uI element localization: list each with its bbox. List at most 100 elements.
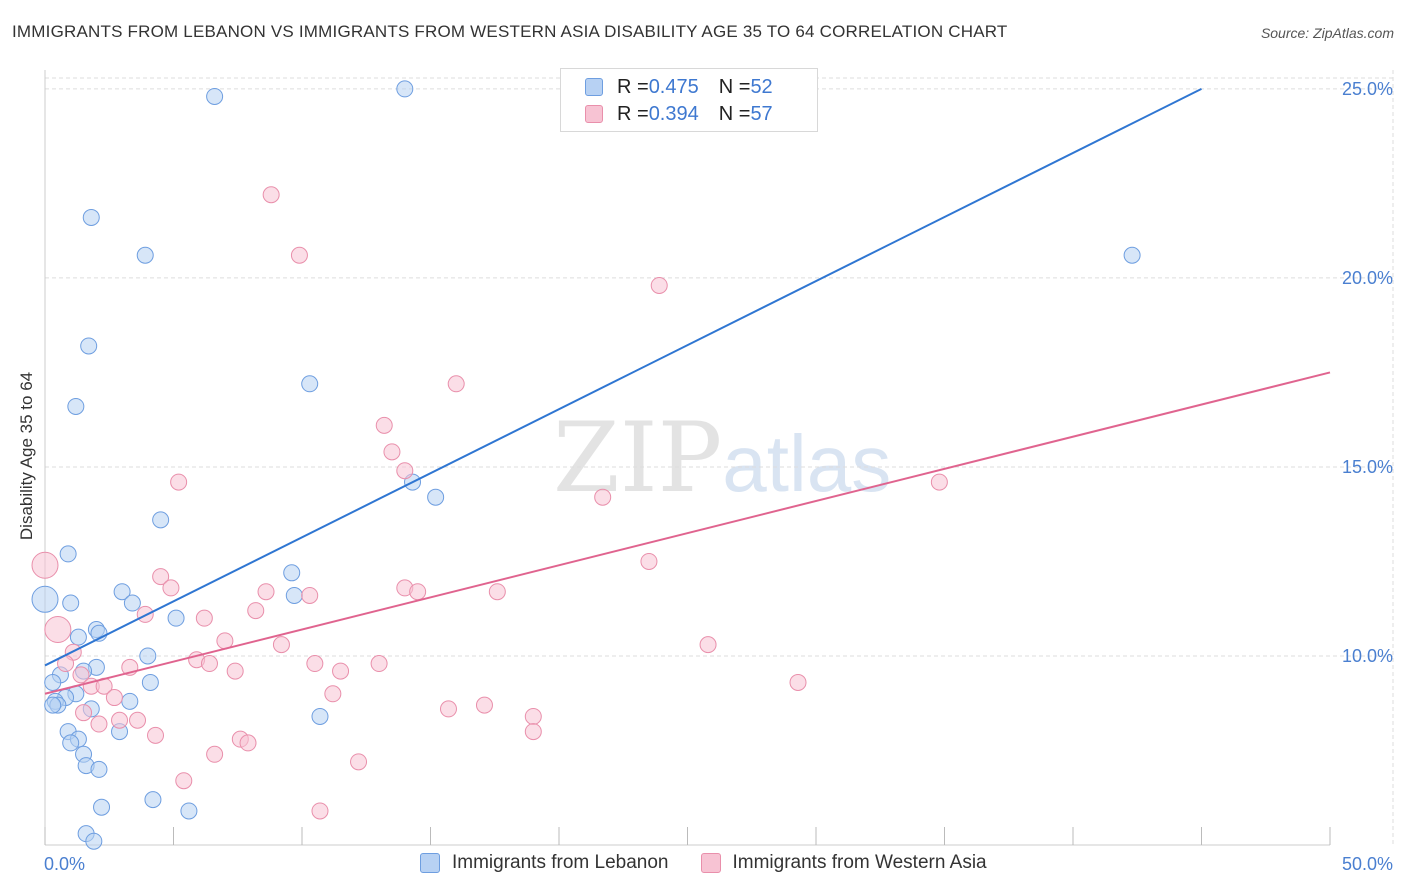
point-western-asia bbox=[524, 723, 542, 741]
point-western-asia bbox=[306, 655, 324, 673]
point-lebanon bbox=[301, 375, 319, 393]
x-tick-label: 0.0% bbox=[44, 854, 85, 874]
point-western-asia bbox=[640, 552, 658, 570]
point-lebanon bbox=[144, 791, 162, 809]
point-western-asia bbox=[301, 586, 319, 604]
point-lebanon bbox=[136, 246, 154, 264]
point-lebanon bbox=[113, 583, 131, 601]
legend-row-western-asia: R = 0.394 N = 57 bbox=[585, 103, 773, 125]
watermark-zip: ZIP bbox=[553, 402, 723, 514]
point-lebanon bbox=[152, 511, 170, 529]
point-lebanon bbox=[62, 734, 80, 752]
point-western-asia bbox=[375, 416, 393, 434]
y-tick-label: 15.0% bbox=[1342, 457, 1393, 477]
point-western-asia bbox=[105, 689, 123, 707]
point-western-asia bbox=[175, 772, 193, 790]
point-western-asia bbox=[75, 704, 93, 722]
points-layer bbox=[31, 80, 1141, 850]
series-label-lebanon: Immigrants from Lebanon bbox=[452, 852, 669, 873]
point-western-asia bbox=[206, 745, 224, 763]
point-lebanon bbox=[283, 564, 301, 582]
x-tick-label: 50.0% bbox=[1342, 854, 1393, 874]
point-western-asia bbox=[475, 696, 493, 714]
point-lebanon bbox=[93, 798, 111, 816]
point-western-asia bbox=[488, 583, 506, 601]
point-western-asia bbox=[226, 662, 244, 680]
point-western-asia bbox=[789, 673, 807, 691]
point-western-asia bbox=[195, 609, 213, 627]
watermark-atlas: atlas bbox=[722, 419, 892, 508]
point-lebanon bbox=[311, 707, 329, 725]
point-lebanon bbox=[206, 87, 224, 105]
point-western-asia bbox=[383, 443, 401, 461]
watermark: ZIPatlas bbox=[553, 402, 891, 514]
series-legend: Immigrants from Lebanon Immigrants from … bbox=[420, 852, 1019, 874]
legend-r-label: R = bbox=[617, 102, 649, 125]
point-western-asia bbox=[439, 700, 457, 718]
point-western-asia bbox=[324, 685, 342, 703]
point-lebanon bbox=[82, 208, 100, 226]
point-western-asia bbox=[930, 473, 948, 491]
point-lebanon bbox=[1123, 246, 1141, 264]
grid-layer bbox=[45, 70, 1395, 845]
trendline-lebanon bbox=[44, 88, 1202, 667]
point-western-asia bbox=[594, 488, 612, 506]
point-lebanon bbox=[31, 585, 59, 613]
series-swatch-pink bbox=[700, 853, 721, 873]
y-axis-label: Disability Age 35 to 64 bbox=[17, 372, 36, 540]
trendline-western-asia bbox=[44, 371, 1331, 695]
point-lebanon bbox=[69, 628, 87, 646]
point-western-asia bbox=[44, 616, 72, 644]
point-western-asia bbox=[162, 579, 180, 597]
point-western-asia bbox=[332, 662, 350, 680]
point-lebanon bbox=[85, 832, 103, 850]
correlation-legend: R = 0.475 N = 52 R = 0.394 N = 57 bbox=[560, 68, 818, 132]
point-western-asia bbox=[147, 726, 165, 744]
axes-layer bbox=[44, 70, 1331, 846]
legend-n-value: 57 bbox=[750, 102, 773, 125]
legend-row-lebanon: R = 0.475 N = 52 bbox=[585, 76, 773, 98]
point-western-asia bbox=[311, 802, 329, 820]
point-western-asia bbox=[350, 753, 368, 771]
y-tick-label: 25.0% bbox=[1342, 79, 1393, 99]
point-western-asia bbox=[262, 186, 280, 204]
legend-swatch-blue bbox=[585, 78, 603, 96]
point-western-asia bbox=[524, 707, 542, 725]
legend-r-label: R = bbox=[617, 75, 649, 98]
point-lebanon bbox=[141, 673, 159, 691]
labels-layer: 10.0% 15.0% 20.0% 25.0% 0.0% 50.0% Disability … bbox=[17, 79, 1393, 874]
series-swatch-blue bbox=[420, 853, 440, 873]
source-label: Source: ZipAtlas.com bbox=[1260, 25, 1394, 41]
point-western-asia bbox=[257, 583, 275, 601]
legend-r-value: 0.475 bbox=[648, 75, 699, 98]
point-lebanon bbox=[180, 802, 198, 820]
point-lebanon bbox=[396, 80, 414, 98]
point-lebanon bbox=[121, 692, 139, 710]
point-western-asia bbox=[152, 568, 170, 586]
point-western-asia bbox=[170, 473, 188, 491]
chart-title: IMMIGRANTS FROM LEBANON VS IMMIGRANTS FR… bbox=[12, 22, 1008, 41]
point-western-asia bbox=[239, 734, 257, 752]
point-lebanon bbox=[44, 696, 62, 714]
point-western-asia bbox=[396, 462, 414, 480]
point-lebanon bbox=[167, 609, 185, 627]
trend-layer bbox=[44, 88, 1331, 695]
point-lebanon bbox=[44, 673, 62, 691]
point-western-asia bbox=[247, 602, 265, 620]
series-label-western-asia: Immigrants from Western Asia bbox=[732, 852, 987, 873]
legend-n-label: N = bbox=[718, 75, 751, 98]
y-tick-label: 10.0% bbox=[1342, 646, 1393, 666]
legend-n-value: 52 bbox=[750, 75, 773, 98]
point-western-asia bbox=[650, 276, 668, 294]
point-western-asia bbox=[129, 711, 147, 729]
point-western-asia bbox=[31, 551, 59, 579]
point-western-asia bbox=[272, 636, 290, 654]
point-lebanon bbox=[123, 594, 141, 612]
legend-n-label: N = bbox=[718, 102, 751, 125]
point-lebanon bbox=[80, 337, 98, 355]
point-western-asia bbox=[72, 666, 90, 684]
point-lebanon bbox=[59, 545, 77, 563]
point-western-asia bbox=[200, 655, 218, 673]
point-western-asia bbox=[290, 246, 308, 264]
